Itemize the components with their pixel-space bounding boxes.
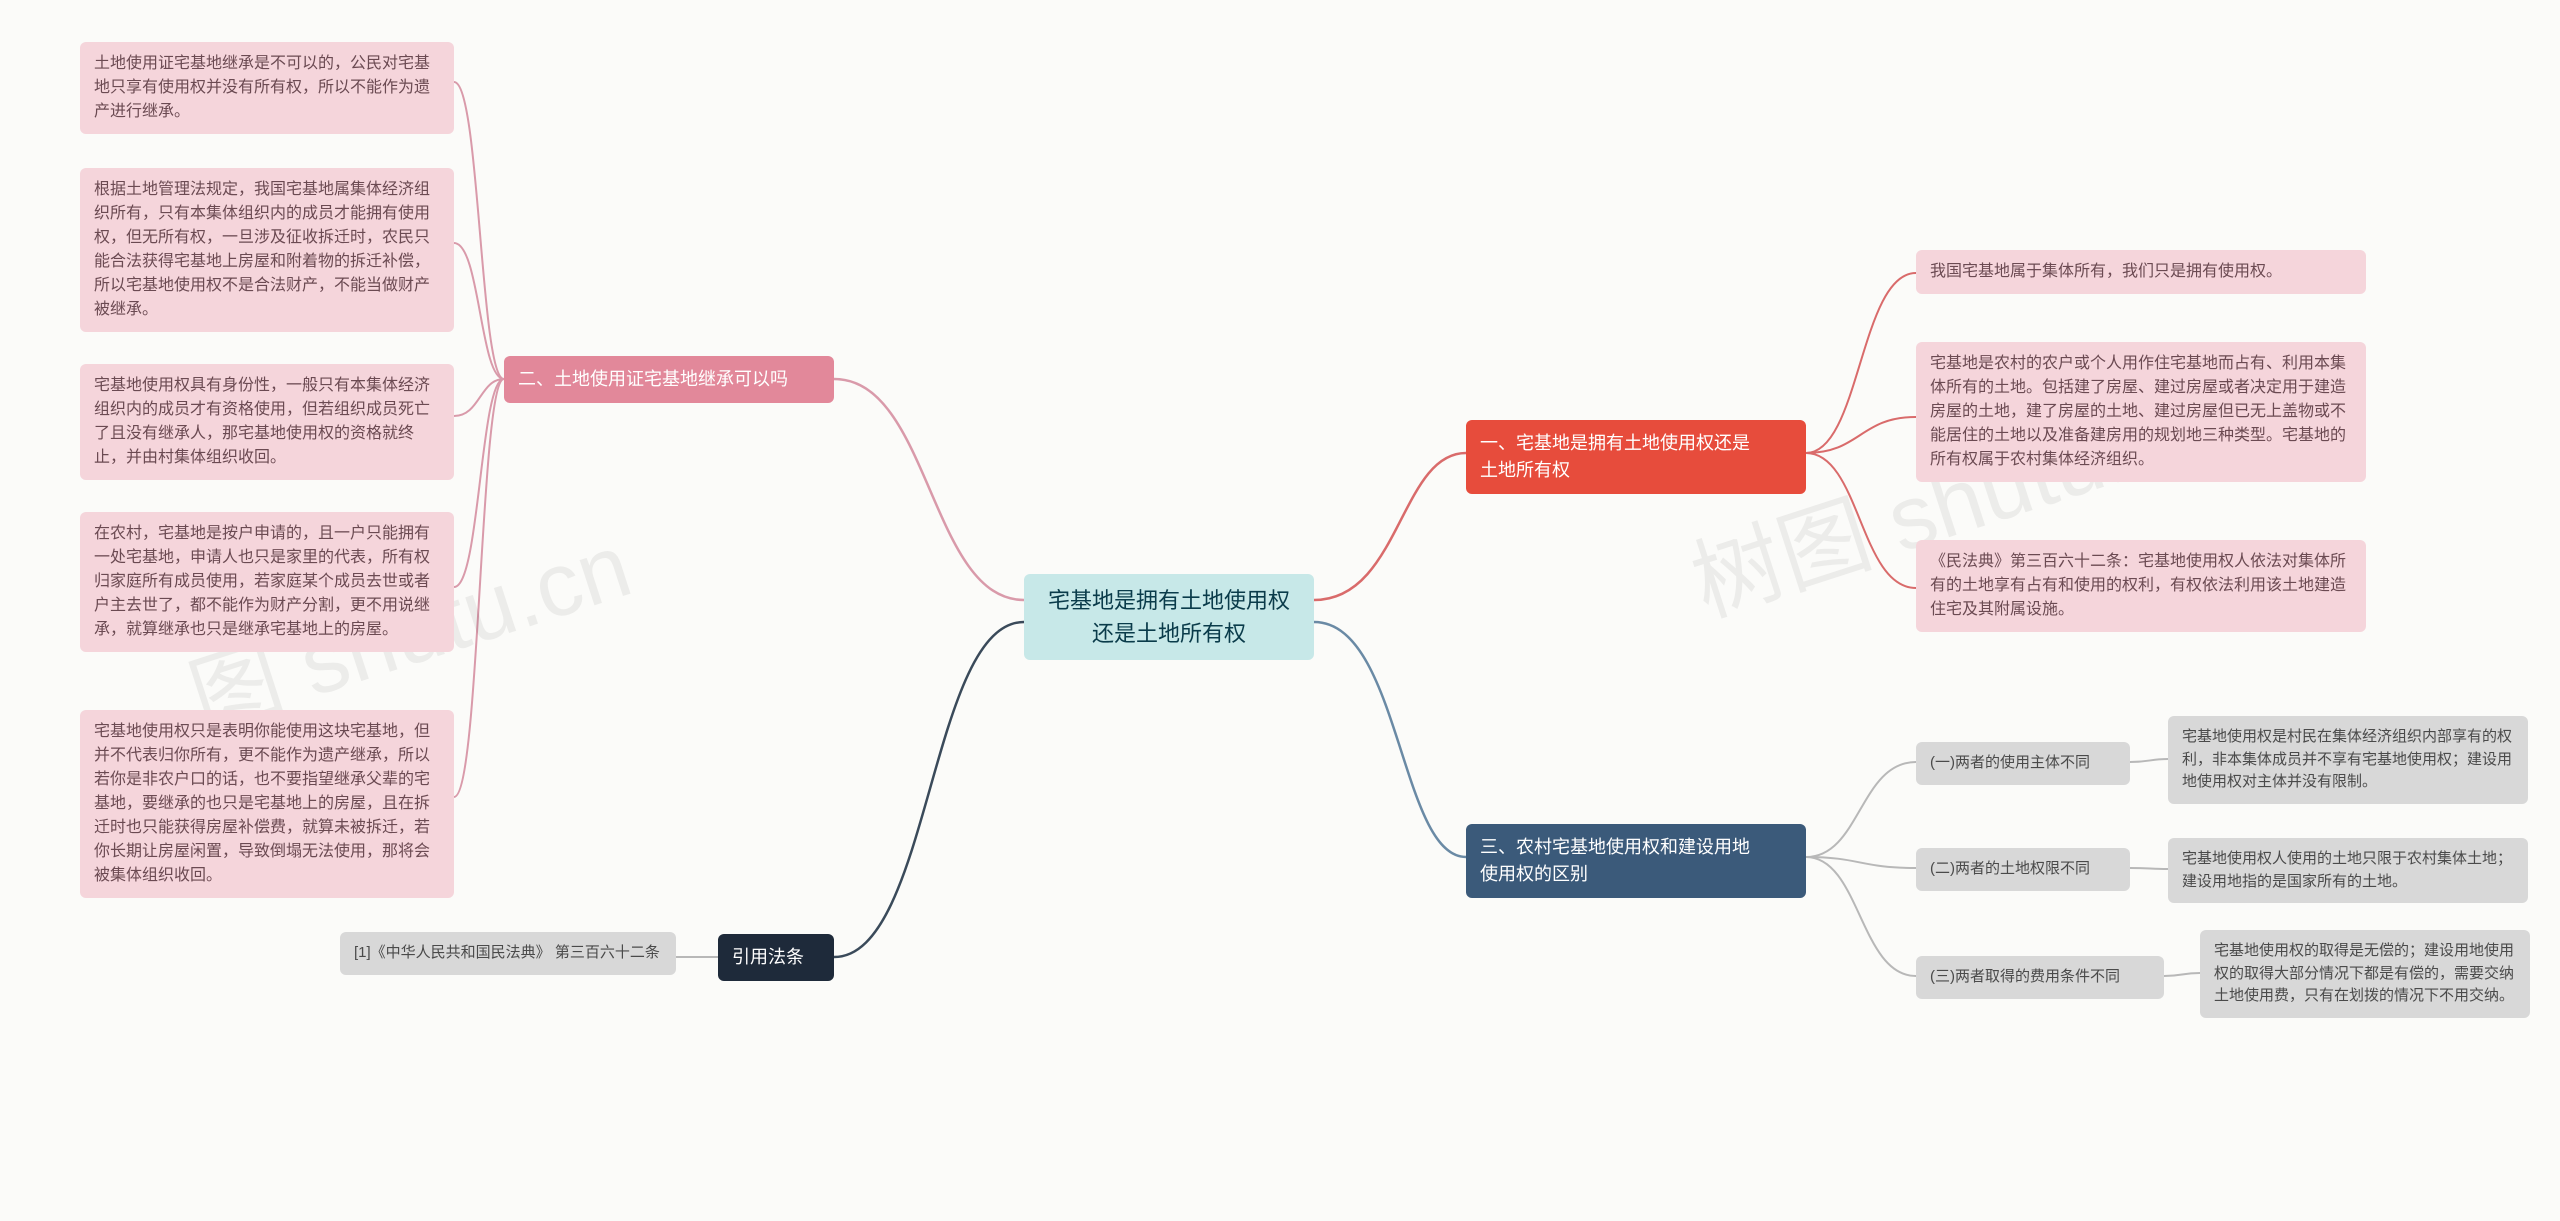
branch-3-sub-2-detail: 宅基地使用权人使用的土地只限于农村集体土地；建设用地指的是国家所有的土地。 bbox=[2168, 838, 2528, 903]
branch-2-leaf-3: 宅基地使用权具有身份性，一般只有本集体经济组织内的成员才有资格使用，但若组织成员… bbox=[80, 364, 454, 480]
branch-2-leaf-2: 根据土地管理法规定，我国宅基地属集体经济组织所有，只有本集体组织内的成员才能拥有… bbox=[80, 168, 454, 332]
branch-2-leaf-1: 土地使用证宅基地继承是不可以的，公民对宅基地只享有使用权并没有所有权，所以不能作… bbox=[80, 42, 454, 134]
branch-2[interactable]: 二、土地使用证宅基地继承可以吗 bbox=[504, 356, 834, 403]
branch-3-sub-1-detail: 宅基地使用权是村民在集体经济组织内部享有的权利，非本集体成员并不享有宅基地使用权… bbox=[2168, 716, 2528, 804]
branch-2-leaf-4: 在农村，宅基地是按户申请的，且一户只能拥有一处宅基地，申请人也只是家里的代表，所… bbox=[80, 512, 454, 652]
branch-1-leaf-2: 宅基地是农村的农户或个人用作住宅基地而占有、利用本集体所有的土地。包括建了房屋、… bbox=[1916, 342, 2366, 482]
branch-1-leaf-3: 《民法典》第三百六十二条：宅基地使用权人依法对集体所有的土地享有占有和使用的权利… bbox=[1916, 540, 2366, 632]
branch-3-sub-2[interactable]: (二)两者的土地权限不同 bbox=[1916, 848, 2130, 891]
branch-3-sub-3[interactable]: (三)两者取得的费用条件不同 bbox=[1916, 956, 2164, 999]
branch-3[interactable]: 三、农村宅基地使用权和建设用地 使用权的区别 bbox=[1466, 824, 1806, 898]
branch-1[interactable]: 一、宅基地是拥有土地使用权还是 土地所有权 bbox=[1466, 420, 1806, 494]
branch-3-sub-3-detail: 宅基地使用权的取得是无偿的；建设用地使用权的取得大部分情况下都是有偿的，需要交纳… bbox=[2200, 930, 2530, 1018]
branch-4-leaf-1: [1]《中华人民共和国民法典》 第三百六十二条 bbox=[340, 932, 676, 975]
branch-3-sub-1[interactable]: (一)两者的使用主体不同 bbox=[1916, 742, 2130, 785]
branch-1-leaf-1: 我国宅基地属于集体所有，我们只是拥有使用权。 bbox=[1916, 250, 2366, 294]
branch-2-leaf-5: 宅基地使用权只是表明你能使用这块宅基地，但并不代表归你所有，更不能作为遗产继承，… bbox=[80, 710, 454, 898]
branch-4[interactable]: 引用法条 bbox=[718, 934, 834, 981]
root-node[interactable]: 宅基地是拥有土地使用权 还是土地所有权 bbox=[1024, 574, 1314, 660]
